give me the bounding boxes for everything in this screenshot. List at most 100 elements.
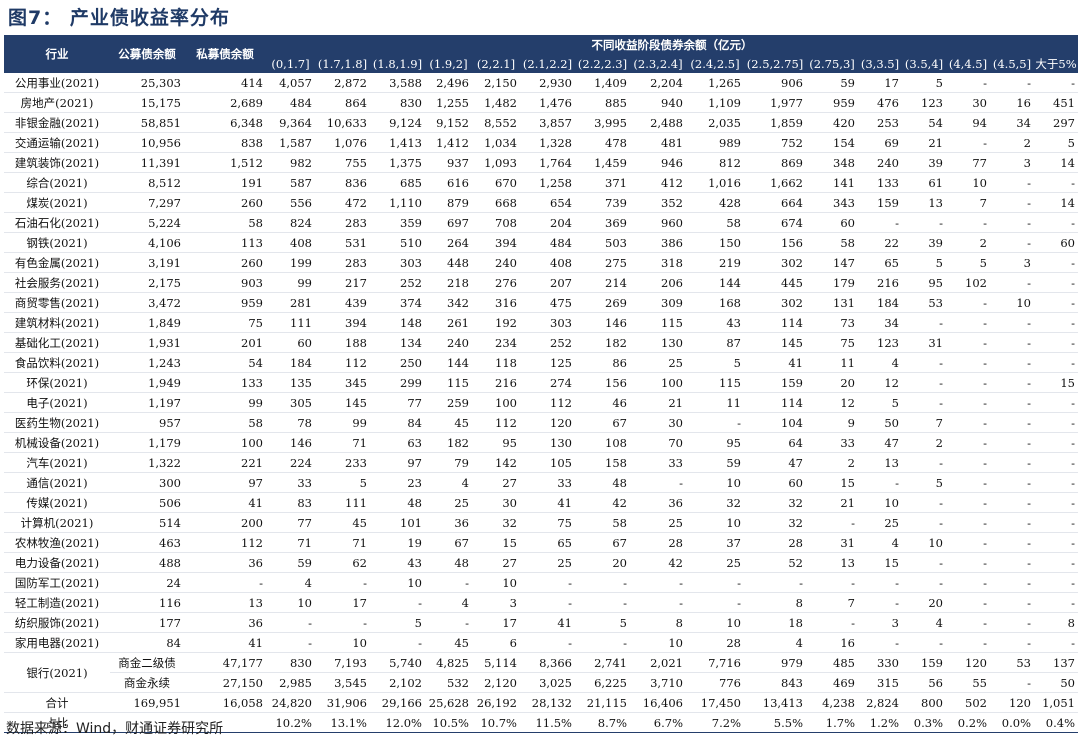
value-cell: 216 — [858, 272, 902, 293]
industry-cell: 通信(2021) — [4, 472, 110, 493]
value-cell: 3,857 — [520, 112, 575, 133]
value-cell: 386 — [630, 232, 686, 253]
value-cell: - — [1034, 252, 1078, 273]
yield-distribution-table: 行业 公募债余额 私募债余额 不同收益阶段债券余额（亿元） (0,1.7] (1.… — [4, 35, 1078, 733]
value-cell: 71 — [266, 532, 315, 553]
value-cell: 159 — [744, 372, 806, 393]
value-cell: 13 — [858, 452, 902, 473]
value-cell: 10 — [902, 532, 946, 553]
value-cell: 28 — [744, 532, 806, 553]
value-cell: - — [990, 412, 1034, 433]
value-cell: 25 — [425, 492, 472, 513]
value-cell: 182 — [425, 432, 472, 453]
value-cell: 67 — [575, 532, 630, 553]
value-cell: 45 — [315, 512, 370, 533]
value-cell: 56 — [902, 672, 946, 693]
value-cell: - — [1034, 492, 1078, 513]
value-cell: 159 — [902, 652, 946, 673]
value-cell: 156 — [744, 232, 806, 253]
bank-row: 商金永续 27,150 2,985 3,545 2,102 532 2,120 3,025 6,… — [4, 672, 1078, 693]
value-cell: - — [946, 73, 990, 93]
value-cell: 299 — [370, 372, 425, 393]
industry-cell: 社会服务(2021) — [4, 272, 110, 293]
value-cell: - — [990, 532, 1034, 553]
value-cell: 42 — [630, 552, 686, 573]
header-bucket: (2.4,2.5] — [690, 56, 740, 71]
table-row: 农林牧渔(2021) 463 112 71 71 19 67 15 65 67 28 37 28 31 4 1… — [4, 532, 1078, 553]
value-cell: 3,995 — [575, 112, 630, 133]
table-row: 石油石化(2021) 5,224 58 824 283 359 697 708 204 369 96… — [4, 212, 1078, 233]
value-cell: 15 — [858, 552, 902, 573]
value-cell: 3,710 — [630, 672, 686, 693]
industry-cell: 公用事业(2021) — [4, 73, 110, 93]
value-cell: 116 — [110, 592, 184, 613]
value-cell: - — [1034, 392, 1078, 413]
industry-cell: 交通运输(2021) — [4, 132, 110, 153]
value-cell: 394 — [472, 232, 520, 253]
bond-type-cell: 商金二级债 — [110, 652, 184, 673]
value-cell: 240 — [425, 332, 472, 353]
value-cell: 60 — [1034, 232, 1078, 253]
table-row: 非银金融(2021) 58,851 6,348 9,364 10,633 9,124 9,1… — [4, 112, 1078, 133]
value-cell: 21,115 — [575, 692, 630, 713]
value-cell: 5,114 — [472, 652, 520, 673]
value-cell: 345 — [315, 372, 370, 393]
value-cell: 15,175 — [110, 92, 184, 113]
value-cell: 113 — [184, 232, 266, 253]
value-cell: 31 — [902, 332, 946, 353]
value-cell: - — [575, 572, 630, 593]
value-cell: 1,859 — [744, 112, 806, 133]
value-cell: 2,021 — [630, 652, 686, 673]
value-cell: 10 — [946, 172, 990, 193]
value-cell: 532 — [425, 672, 472, 693]
value-cell: 269 — [575, 292, 630, 313]
value-cell: 156 — [575, 372, 630, 393]
value-cell: 133 — [184, 372, 266, 393]
value-cell: 2 — [990, 132, 1034, 153]
value-cell: - — [902, 492, 946, 513]
value-cell: - — [575, 592, 630, 613]
value-cell: 16 — [990, 92, 1034, 113]
value-cell: 3 — [472, 592, 520, 613]
table-row: 通信(2021) 300 97 33 5 23 4 27 33 48-10 60 15-5- - - — [4, 472, 1078, 493]
value-cell: 7 — [806, 592, 858, 613]
value-cell: 15 — [806, 472, 858, 493]
value-cell: 120 — [520, 412, 575, 433]
value-cell: 3,025 — [520, 672, 575, 693]
value-cell: 316 — [472, 292, 520, 313]
value-cell: 10 — [315, 632, 370, 653]
table-row: 机械设备(2021) 1,179 100 146 71 63 182 95 130 108 70 95… — [4, 432, 1078, 453]
value-cell: 64 — [744, 432, 806, 453]
header-bucket: (0,1.7] — [271, 56, 310, 71]
value-cell: 2,102 — [370, 672, 425, 693]
header-bucket: (1.7,1.8] — [317, 56, 368, 71]
value-cell: - — [1034, 472, 1078, 493]
value-cell: 43 — [370, 552, 425, 573]
value-cell: 23 — [370, 472, 425, 493]
value-cell: - — [1034, 292, 1078, 313]
value-cell: 100 — [184, 432, 266, 453]
value-cell: 472 — [315, 192, 370, 213]
value-cell: 0.3% — [902, 712, 946, 733]
table-row: 交通运输(2021) 10,956 838 1,587 1,076 1,413 1,412 1… — [4, 132, 1078, 153]
value-cell: 0.2% — [946, 712, 990, 733]
value-cell: 32 — [744, 492, 806, 513]
industry-cell: 轻工制造(2021) — [4, 592, 110, 613]
table-row: 房地产(2021) 15,175 2,689 484 864 830 1,255 1,482 1… — [4, 92, 1078, 113]
value-cell: 252 — [520, 332, 575, 353]
value-cell: 141 — [806, 172, 858, 193]
value-cell: 3 — [858, 612, 902, 633]
value-cell: - — [1034, 352, 1078, 373]
value-cell: 274 — [520, 372, 575, 393]
value-cell: 2,150 — [472, 73, 520, 93]
value-cell: - — [858, 572, 902, 593]
value-cell: 1,764 — [520, 152, 575, 173]
value-cell: 70 — [630, 432, 686, 453]
value-cell: 120 — [990, 692, 1034, 713]
value-cell: 7,716 — [686, 652, 744, 673]
value-cell: 506 — [110, 492, 184, 513]
value-cell: 10.5% — [425, 712, 472, 733]
value-cell: 6,225 — [575, 672, 630, 693]
value-cell: 5 — [370, 612, 425, 633]
value-cell: 39 — [902, 152, 946, 173]
